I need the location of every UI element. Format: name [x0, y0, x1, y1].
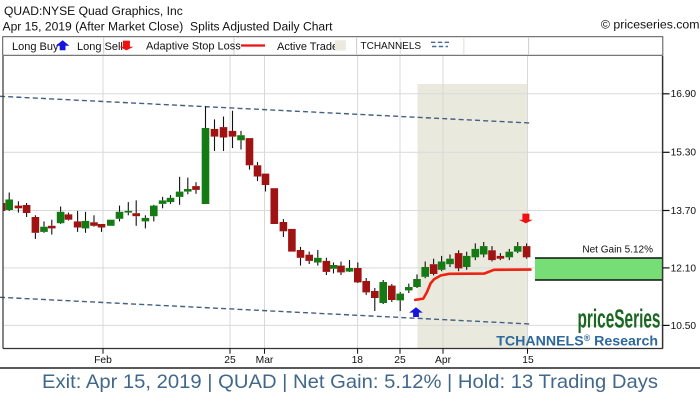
svg-text:Net Gain 5.12%: Net Gain 5.12% [582, 245, 653, 256]
svg-text:15.30: 15.30 [671, 148, 697, 159]
svg-text:QUAD:NYSE Quad Graphics, Inc: QUAD:NYSE Quad Graphics, Inc [4, 4, 183, 18]
svg-text:12.10: 12.10 [671, 263, 697, 274]
svg-text:Mar: Mar [256, 355, 274, 366]
svg-text:TCHANNELS® Research: TCHANNELS® Research [496, 333, 658, 350]
svg-text:© priceseries.com: © priceseries.com [601, 18, 700, 32]
svg-text:Feb: Feb [94, 355, 112, 366]
svg-text:priceSeries: priceSeries [578, 306, 661, 334]
svg-text:18: 18 [352, 355, 364, 366]
svg-text:10.50: 10.50 [671, 321, 697, 332]
svg-text:Active Trade: Active Trade [277, 41, 338, 53]
svg-text:Adaptive Stop Loss: Adaptive Stop Loss [146, 40, 241, 52]
svg-text:Exit: Apr 15, 2019 | QUAD | Ne: Exit: Apr 15, 2019 | QUAD | Net Gain: 5.… [42, 371, 658, 393]
svg-text:Long Buy: Long Buy [12, 41, 59, 53]
svg-text:16.90: 16.90 [671, 89, 697, 100]
svg-text:25: 25 [394, 355, 406, 366]
svg-text:TCHANNELS: TCHANNELS [361, 41, 422, 52]
svg-text:Apr 15, 2019 (After Market Clo: Apr 15, 2019 (After Market Close) Splits… [3, 20, 334, 34]
svg-text:15: 15 [522, 355, 534, 366]
svg-text:Long Sell: Long Sell [77, 41, 123, 53]
svg-text:13.70: 13.70 [671, 206, 697, 217]
svg-text:Apr: Apr [435, 355, 452, 366]
svg-text:25: 25 [224, 355, 236, 366]
